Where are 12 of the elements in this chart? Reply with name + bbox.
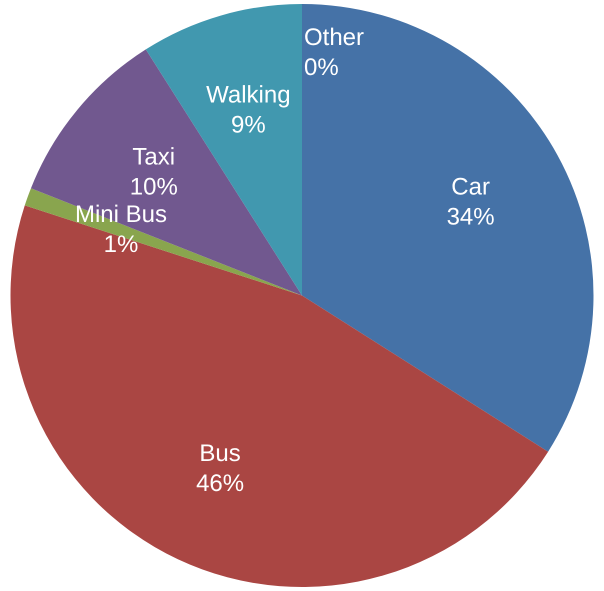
slice-label: Taxi	[132, 143, 176, 170]
slice-label: Mini Bus	[74, 200, 167, 228]
slice-label: Walking	[206, 81, 291, 108]
data-label: 46%	[196, 470, 244, 498]
category-label: Other	[304, 24, 364, 52]
slice-label: Bus	[199, 440, 241, 468]
data-label: 34%	[446, 203, 495, 230]
data-label: 10%	[130, 173, 178, 200]
text: 0%	[304, 54, 339, 82]
data-label: 1%	[104, 230, 138, 258]
data-label: 9%	[230, 111, 266, 138]
slice-label: Car	[451, 173, 490, 200]
